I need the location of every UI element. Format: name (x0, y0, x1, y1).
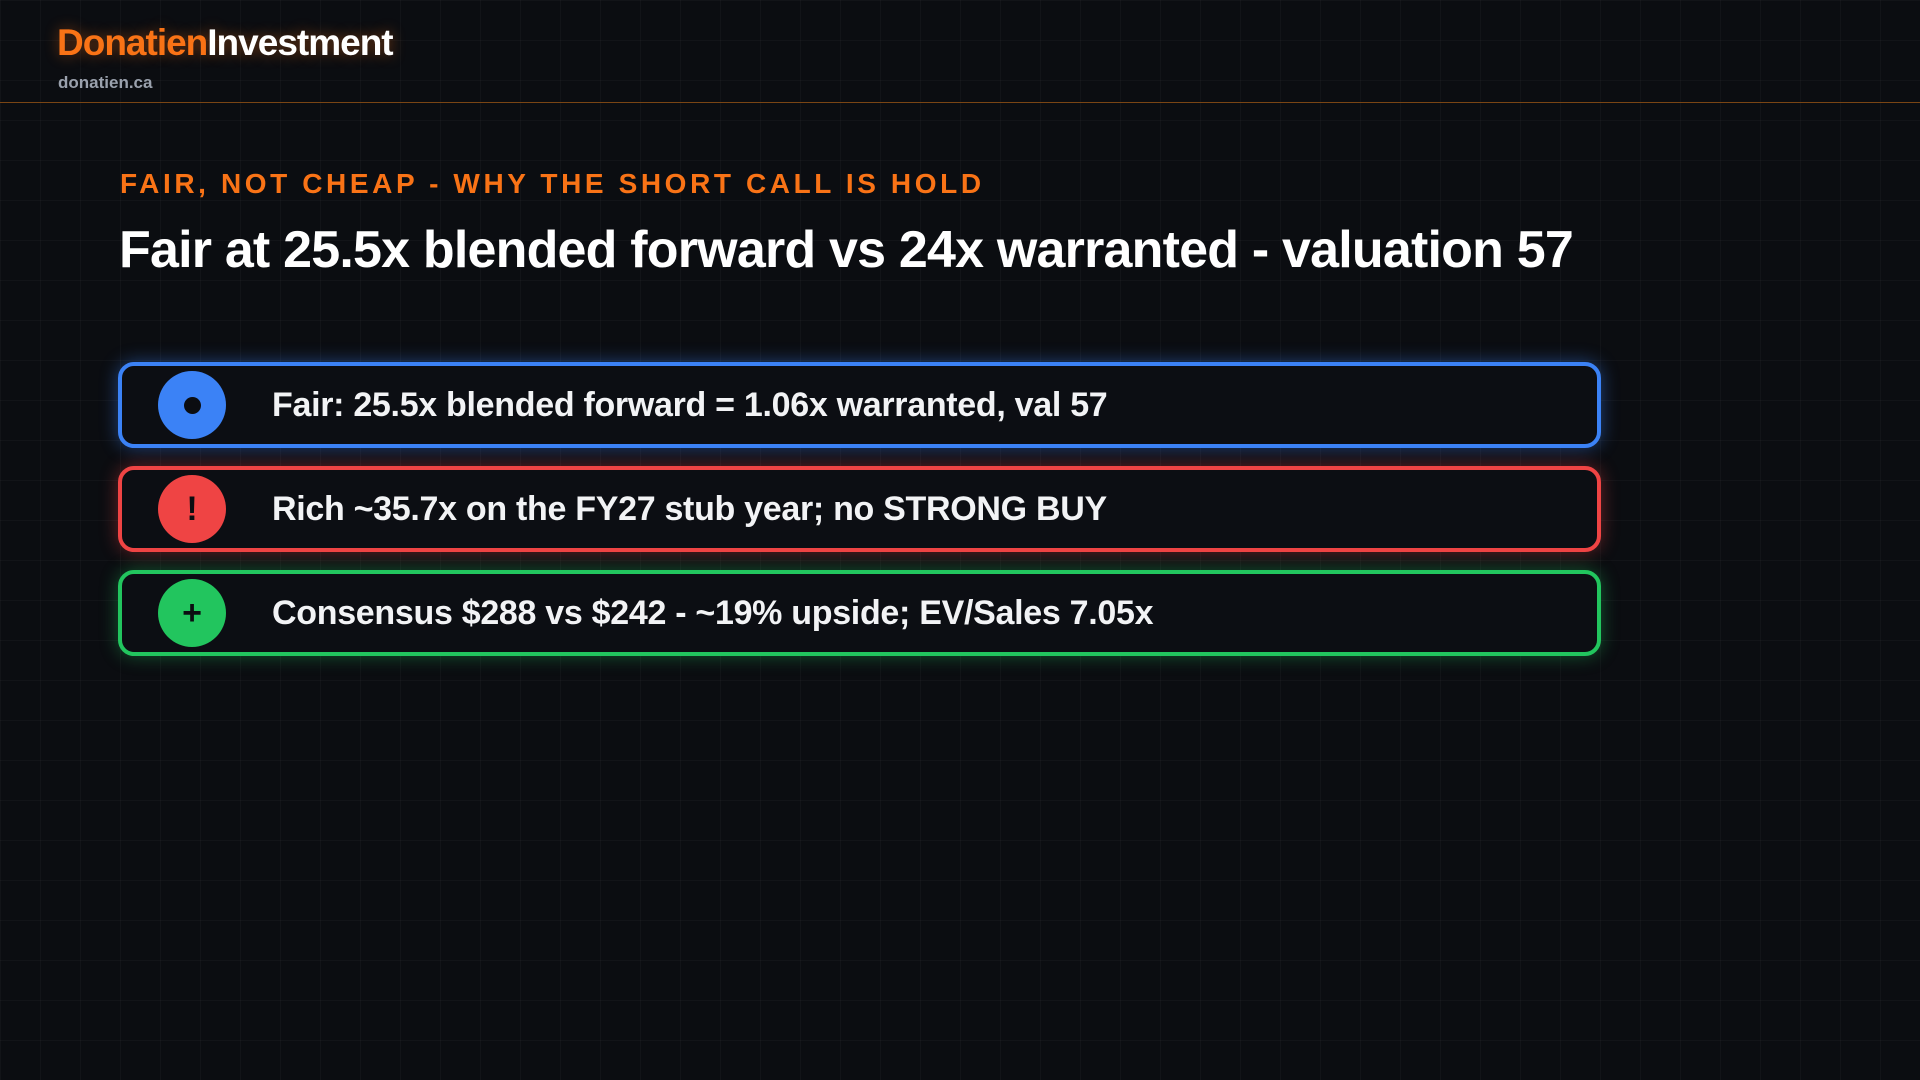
dot-icon (158, 371, 226, 439)
header: DonatienInvestment donatien.ca (0, 0, 1920, 103)
point-text: Rich ~35.7x on the FY27 stub year; no ST… (272, 489, 1107, 528)
slide-title: Fair at 25.5x blended forward vs 24x war… (119, 221, 1574, 279)
brand-logo[interactable]: DonatienInvestment (57, 22, 394, 64)
point-card-upside: + Consensus $288 vs $242 - ~19% upside; … (118, 570, 1601, 656)
plus-icon: + (158, 579, 226, 647)
exclamation-icon: ! (158, 475, 226, 543)
point-card-fair: Fair: 25.5x blended forward = 1.06x warr… (118, 362, 1601, 448)
brand-primary: Donatien (57, 22, 208, 63)
point-list: Fair: 25.5x blended forward = 1.06x warr… (118, 362, 1601, 674)
point-text: Consensus $288 vs $242 - ~19% upside; EV… (272, 593, 1154, 632)
point-card-rich: ! Rich ~35.7x on the FY27 stub year; no … (118, 466, 1601, 552)
dot-icon-center (183, 396, 201, 414)
site-domain: donatien.ca (58, 73, 153, 92)
point-text: Fair: 25.5x blended forward = 1.06x warr… (272, 385, 1108, 424)
slide-eyebrow: FAIR, NOT CHEAP - WHY THE SHORT CALL IS … (120, 168, 985, 199)
brand-secondary: Investment (207, 22, 393, 63)
